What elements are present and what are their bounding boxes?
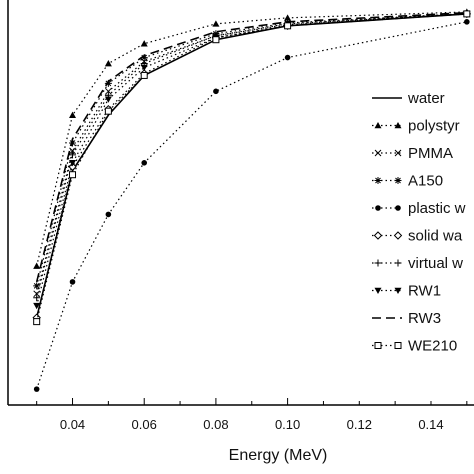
- marker-dot: [105, 211, 112, 218]
- series-line: [36, 13, 467, 318]
- legend-label: PMMA: [408, 145, 453, 162]
- marker-triangle: [140, 40, 148, 47]
- axes: 0.04 0.06 0.08 0.10 0.12 0.14: [7, 0, 474, 432]
- marker-square: [104, 107, 112, 115]
- marker-diamond: [393, 231, 403, 240]
- x-axis-title: Energy (MeV): [229, 447, 328, 464]
- x-tick-label: 0.12: [347, 417, 372, 432]
- marker-triangle-down: [33, 302, 41, 310]
- marker-square: [140, 71, 148, 79]
- marker-dot: [141, 159, 148, 166]
- legend: water polystyr PMMA A150 plastic w solid wa vi…: [372, 90, 466, 355]
- series-line: [36, 21, 467, 390]
- marker-dot: [464, 19, 470, 25]
- series-line: [35, 11, 467, 283]
- marker-square: [284, 22, 292, 30]
- marker-x: [394, 149, 402, 157]
- series-line: [36, 13, 467, 306]
- marker-triangle: [374, 122, 382, 129]
- marker-dot: [33, 386, 40, 392]
- marker-plus: [394, 259, 402, 267]
- marker-star: [104, 79, 112, 87]
- marker-triangle-down: [69, 159, 77, 167]
- marker-dot: [213, 88, 219, 95]
- marker-diamond: [373, 231, 383, 240]
- marker-star: [140, 54, 148, 62]
- marker-triangle-down: [104, 96, 112, 103]
- marker-triangle: [69, 111, 77, 118]
- marker-triangle-down: [140, 64, 148, 71]
- series-line: [36, 12, 467, 298]
- legend-label: water: [407, 90, 445, 107]
- series-line: [36, 12, 467, 287]
- legend-label: polystyr: [408, 118, 460, 135]
- marker-triangle: [212, 20, 220, 27]
- marker-x: [374, 149, 382, 157]
- marker-triangle: [394, 122, 402, 129]
- marker-triangle-down: [394, 287, 402, 294]
- marker-triangle: [33, 262, 41, 269]
- marker-triangle: [104, 60, 112, 67]
- legend-label: WE210: [408, 338, 457, 355]
- marker-star: [394, 177, 402, 184]
- legend-label: A150: [408, 173, 443, 190]
- marker-x: [69, 147, 76, 155]
- marker-square: [374, 342, 382, 349]
- marker-square: [463, 10, 471, 18]
- marker-plus: [69, 151, 77, 159]
- marker-plus: [33, 294, 41, 302]
- marker-dot: [375, 205, 381, 211]
- x-tick-label: 0.14: [418, 417, 443, 432]
- plot-area: [32, 8, 472, 392]
- series-line: [35, 13, 467, 318]
- marker-star: [33, 282, 41, 290]
- marker-square: [212, 36, 220, 44]
- x-tick-label: 0.06: [132, 417, 157, 432]
- legend-label: RW3: [408, 310, 441, 327]
- series-line: [36, 11, 467, 267]
- marker-dot: [284, 54, 291, 61]
- legend-label: solid wa: [408, 228, 463, 245]
- x-tick-label: 0.08: [203, 417, 228, 432]
- series-line: [36, 13, 467, 294]
- marker-star: [69, 139, 77, 147]
- marker-dot: [395, 205, 401, 211]
- marker-triangle-down: [374, 287, 382, 294]
- marker-square: [33, 318, 41, 326]
- legend-label: plastic w: [408, 200, 466, 217]
- marker-square: [394, 342, 402, 349]
- marker-square: [69, 171, 77, 179]
- legend-label: virtual w: [408, 255, 463, 272]
- marker-plus: [374, 259, 382, 267]
- marker-x: [105, 87, 112, 95]
- x-tick-label: 0.04: [60, 417, 85, 432]
- marker-star: [374, 177, 382, 184]
- x-tick-label: 0.10: [275, 417, 300, 432]
- series-line: [36, 13, 467, 322]
- marker-dot: [69, 279, 76, 285]
- marker-triangle: [284, 14, 292, 21]
- legend-label: RW1: [408, 283, 441, 300]
